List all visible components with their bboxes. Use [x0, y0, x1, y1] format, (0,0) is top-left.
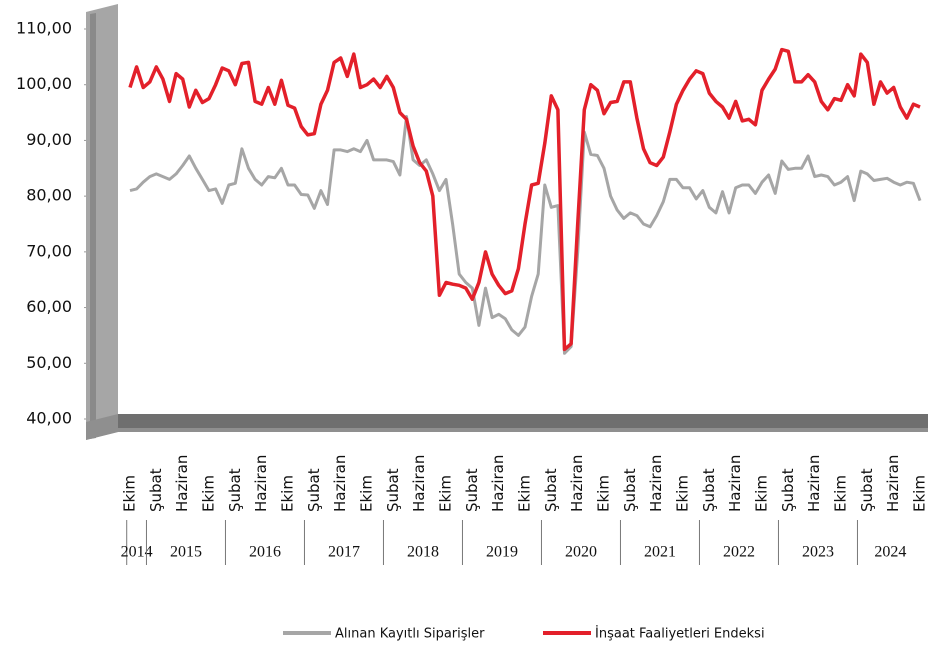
- year-label: 2016: [249, 544, 281, 561]
- year-label: 2014: [121, 544, 153, 561]
- x-tick-label: Haziran: [489, 455, 507, 512]
- x-tick-label: Haziran: [726, 455, 744, 512]
- year-label: 2018: [407, 544, 439, 561]
- x-tick-label: Ekim: [437, 475, 455, 512]
- x-tick-label: Ekim: [200, 475, 218, 512]
- y-tick-label: 40,00: [26, 409, 72, 428]
- x-tick-label: Şubat: [463, 468, 481, 512]
- year-label: 2017: [328, 544, 360, 561]
- y-tick-label: 80,00: [26, 186, 72, 205]
- y-tick-label: 90,00: [26, 130, 72, 149]
- year-label: 2022: [723, 544, 755, 561]
- x-tick-label: Şubat: [779, 468, 797, 512]
- year-label: 2015: [170, 544, 202, 561]
- x-tick-label: Ekim: [121, 475, 139, 512]
- x-tick-label: Ekim: [358, 475, 376, 512]
- x-tick-label: Haziran: [331, 455, 349, 512]
- x-tick-label: Ekim: [674, 475, 692, 512]
- x-tick-label: Şubat: [305, 468, 323, 512]
- x-tick-label: Haziran: [884, 455, 902, 512]
- x-tick-label: Ekim: [595, 475, 613, 512]
- x-tick-label: Ekim: [911, 475, 929, 512]
- x-tick-label: Ekim: [279, 475, 297, 512]
- series-line: [129, 115, 922, 355]
- year-label: 2021: [644, 544, 676, 561]
- y-tick-label: 50,00: [26, 353, 72, 372]
- y-tick-label: 70,00: [26, 241, 72, 260]
- year-label: 2024: [874, 544, 906, 561]
- x-tick-label: Şubat: [542, 468, 560, 512]
- series-line: [128, 47, 921, 352]
- year-label: 2023: [802, 544, 834, 561]
- x-tick-label: Ekim: [832, 475, 850, 512]
- x-tick-label: Şubat: [700, 468, 718, 512]
- x-tick-label: Ekim: [516, 475, 534, 512]
- x-tick-label: Haziran: [647, 455, 665, 512]
- x-tick-label: Şubat: [621, 468, 639, 512]
- x-tick-label: Haziran: [173, 455, 191, 512]
- x-tick-label: Şubat: [384, 468, 402, 512]
- wall-edge: [90, 13, 96, 439]
- legend-label: Alınan Kayıtlı Siparişler: [335, 627, 485, 642]
- year-label: 2019: [486, 544, 518, 561]
- x-tick-label: Haziran: [252, 455, 270, 512]
- y-tick-label: 110,00: [16, 19, 72, 38]
- x-tick-label: Şubat: [858, 468, 876, 512]
- x-tick-label: Şubat: [226, 468, 244, 512]
- floor-top: [118, 414, 928, 428]
- y-tick-label: 60,00: [26, 297, 72, 316]
- x-tick-label: Şubat: [147, 468, 165, 512]
- y-tick-label: 100,00: [16, 74, 72, 93]
- x-tick-label: Haziran: [568, 455, 586, 512]
- year-label: 2020: [565, 544, 597, 561]
- legend-label: İnşaat Faaliyetleri Endeksi: [595, 626, 765, 642]
- x-tick-label: Haziran: [410, 455, 428, 512]
- x-tick-label: Haziran: [805, 455, 823, 512]
- x-tick-label: Ekim: [753, 475, 771, 512]
